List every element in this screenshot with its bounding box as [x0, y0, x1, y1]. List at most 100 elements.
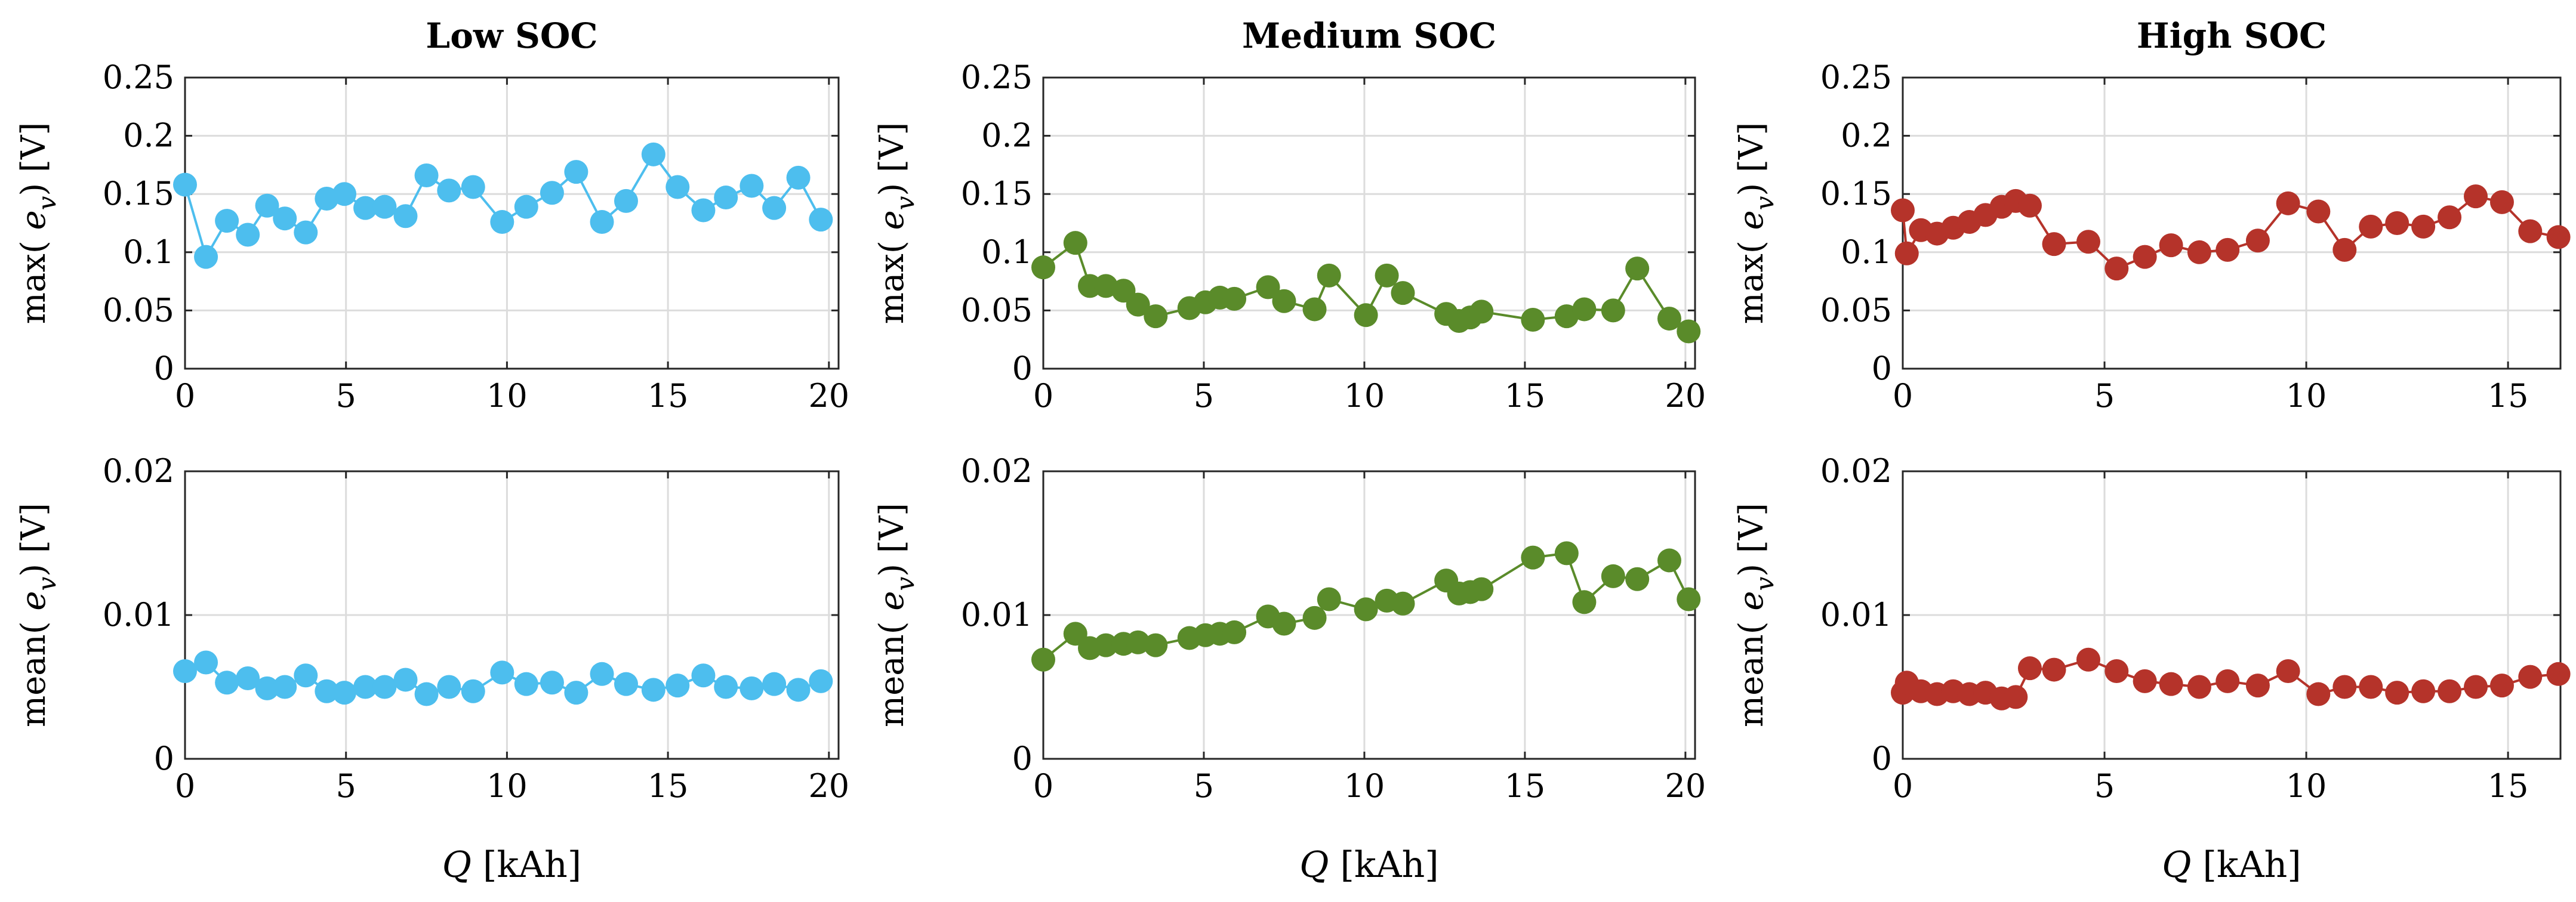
data-point	[1031, 647, 1055, 672]
y-tick-label: 0	[154, 350, 174, 387]
y-tick-label: 0.01	[103, 596, 174, 634]
y-axis-symbol: e	[14, 210, 53, 230]
subplot-2: 0 5 10 15 20 0 0.05 0.1 0.15 0.2 0.25 Medium SOC max…	[873, 16, 1706, 415]
data-point	[665, 175, 690, 199]
data-point	[786, 678, 811, 702]
data-point	[273, 675, 297, 699]
data-point	[762, 196, 787, 220]
x-axis-symbol: Q	[1299, 844, 1329, 886]
x-tick-label: 20	[808, 377, 849, 415]
data-point	[590, 210, 614, 234]
x-axis-unit: [kAh]	[2191, 844, 2301, 886]
y-tick-label: 0.25	[1820, 58, 1892, 96]
data-point	[2332, 237, 2357, 262]
data-point	[1302, 606, 1327, 630]
data-point	[273, 206, 297, 231]
y-tick-label: 0.15	[961, 175, 1033, 212]
data-point	[1126, 630, 1150, 654]
data-point	[2385, 681, 2409, 705]
x-tick-label: 10	[2286, 767, 2327, 805]
data-point	[762, 672, 787, 696]
y-axis-subscript: v	[890, 196, 920, 210]
data-point	[294, 220, 318, 245]
data-point	[1657, 307, 1681, 331]
axes-frame	[184, 76, 840, 370]
data-point	[1469, 299, 1494, 324]
x-axis-unit: [kAh]	[472, 844, 581, 886]
data-point	[1625, 567, 1650, 591]
data-point	[1317, 587, 1341, 611]
y-axis-symbol: e	[14, 591, 53, 611]
data-point	[215, 671, 239, 695]
subplot-title: High SOC	[2137, 16, 2327, 56]
data-point	[173, 172, 197, 197]
data-point	[1391, 281, 1415, 305]
y-axis-text: max(	[14, 230, 53, 324]
x-tick-label: 10	[486, 767, 528, 805]
x-tick-label: 0	[1893, 377, 1913, 415]
x-tick-label: 5	[336, 767, 356, 805]
data-point	[236, 223, 260, 247]
data-point	[614, 189, 638, 213]
subplot-6: 0 5 10 15 0 0.01 0.02 mean( ev) [V] Q [kAh]	[1732, 452, 2571, 886]
data-point	[1677, 319, 1701, 344]
data-point	[1572, 590, 1597, 614]
data-point	[514, 194, 538, 219]
data-point	[437, 675, 461, 699]
data-point	[1572, 297, 1597, 322]
data-point	[1126, 292, 1150, 317]
x-tick-label: 5	[1194, 377, 1214, 415]
x-tick-label: 5	[1194, 767, 1214, 805]
subplot-1: 0 5 10 15 20 0 0.05 0.1 0.15 0.2 0.25 Low SOC max( e…	[14, 16, 849, 415]
x-axis-symbol: Q	[442, 844, 472, 886]
data-point	[1354, 303, 1378, 328]
y-tick-label: 0.15	[1820, 175, 1892, 212]
data-point	[564, 160, 588, 184]
data-point	[2332, 675, 2357, 699]
data-point	[315, 679, 339, 703]
data-point	[641, 142, 665, 166]
data-point	[2187, 675, 2211, 699]
y-tick-label: 0.02	[103, 452, 174, 490]
axes-frame	[1042, 76, 1696, 370]
y-tick-label: 0.01	[1820, 596, 1892, 634]
data-point	[2004, 685, 2028, 709]
subplot-4: 0 5 10 15 20 0 0.01 0.02 mean( ev) [V] Q [kAh]	[14, 452, 849, 886]
x-tick-label: 0	[175, 767, 195, 805]
data-point	[372, 675, 397, 699]
data-point	[2104, 659, 2129, 683]
y-axis-text: mean(	[1732, 611, 1771, 727]
data-point	[414, 682, 439, 706]
x-axis-label: Q [kAh]	[1299, 844, 1438, 886]
data-point	[1657, 548, 1681, 573]
data-point	[714, 186, 738, 210]
data-point	[1222, 620, 1247, 644]
data-point	[2076, 230, 2100, 254]
data-point	[1317, 263, 1341, 288]
x-tick-label: 5	[336, 377, 356, 415]
axes-frame	[1902, 76, 2562, 370]
y-axis-symbol: e	[873, 210, 911, 230]
data-point	[2017, 193, 2042, 218]
y-axis-symbol: e	[873, 591, 911, 611]
y-tick-label: 0.15	[103, 175, 174, 212]
data-point	[2438, 679, 2462, 703]
data-point	[332, 681, 357, 705]
y-axis-unit: ) [V]	[14, 503, 53, 577]
data-point	[2216, 237, 2240, 262]
y-tick-label: 0.1	[123, 233, 174, 271]
data-point	[1144, 633, 1168, 657]
y-tick-label: 0.02	[1820, 452, 1892, 490]
y-axis-label: max( ev) [V]	[873, 122, 920, 324]
x-tick-label: 20	[1665, 767, 1706, 805]
data-point	[2385, 211, 2409, 235]
data-point	[1144, 304, 1168, 329]
subplot-5: 0 5 10 15 20 0 0.01 0.02 mean( ev) [V] Q [kAh]	[873, 452, 1706, 886]
data-point	[691, 663, 716, 688]
data-point	[1302, 297, 1327, 322]
data-point	[2489, 190, 2514, 214]
data-point	[691, 198, 716, 223]
data-point	[2276, 659, 2300, 683]
y-axis-unit: ) [V]	[14, 122, 53, 196]
x-tick-label: 20	[808, 767, 849, 805]
